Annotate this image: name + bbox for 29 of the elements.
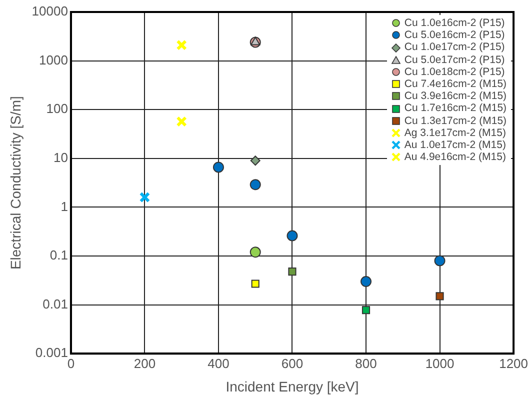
y-tick-label: 0.01 [42,296,68,312]
y-axis-title: Electrical Conductivity [S/m] [7,96,24,270]
y-tick-label: 10000 [32,4,68,19]
legend-label: Cu 1.0e18cm-2 (P15) [404,66,505,78]
legend-label: Ag 3.1e17cm-2 (M15) [404,126,506,140]
legend-label: Cu 1.0e17cm-2 (P15) [404,41,505,54]
legend-label: Cu 5.0e17cm-2 (P15) [404,54,505,66]
legend-label: Cu 3.9e16cm-2 (M15) [404,90,507,102]
x-tick-label: 600 [281,356,304,371]
y-tick-label: 1 [60,198,68,214]
legend-label: Cu 1.3e17cm-2 (M15) [404,114,507,127]
x-tick-label: 800 [355,356,377,371]
legend-label: Au 1.0e17cm-2 (M15) [404,139,506,152]
y-tick-label: 0.001 [35,345,68,360]
legend-label: Cu 1.7e16cm-2 (M15) [404,102,507,115]
x-tick-label: 400 [208,356,230,371]
y-tick-label: 0.1 [50,248,68,263]
legend-label: Cu 7.4e16cm-2 (M15) [404,78,507,90]
x-tick-label: 200 [134,356,156,371]
y-tick-label: 1000 [39,52,68,68]
legend-label: Cu 5.0e16cm-2 (P15) [404,29,505,42]
x-tick-label: 1200 [499,356,528,371]
legend-label: Cu 1.0e16cm-2 (P15) [404,17,505,30]
x-tick-label: 0 [67,356,75,371]
y-tick-label: 100 [46,101,68,116]
x-tick-label: 1000 [425,356,454,371]
y-tick-label: 10 [53,150,68,165]
x-axis-title: Incident Energy [keV] [226,378,359,394]
legend-label: Au 4.9e16cm-2 (M15) [404,151,506,164]
